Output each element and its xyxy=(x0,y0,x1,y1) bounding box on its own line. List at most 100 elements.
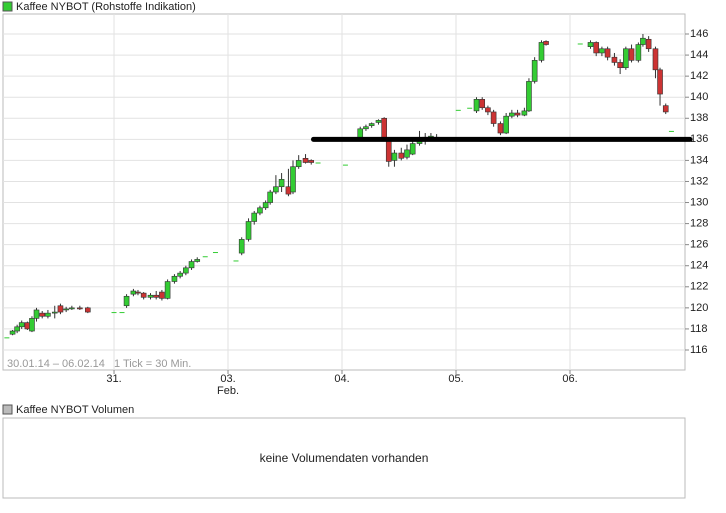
y-tick-label: 134 xyxy=(690,154,708,166)
candle-body xyxy=(285,186,292,195)
candle-body xyxy=(39,312,46,317)
candle-body xyxy=(635,44,642,61)
candle-body xyxy=(628,48,635,61)
legend-swatch xyxy=(2,1,13,12)
candle-body xyxy=(85,307,91,313)
candle-body xyxy=(467,107,473,109)
volume-frame xyxy=(2,417,686,499)
candle-body xyxy=(188,261,195,269)
y-tick-label: 136 xyxy=(690,133,708,145)
legend-label: Kaffee NYBOT Volumen xyxy=(16,404,134,416)
candle-body xyxy=(290,166,296,193)
candle-body xyxy=(368,123,375,126)
y-tick-label: 126 xyxy=(690,239,708,251)
candle-body xyxy=(521,110,528,116)
candle-body xyxy=(342,164,348,166)
candle-body xyxy=(543,41,549,45)
candle-body xyxy=(123,295,130,307)
candle-body xyxy=(604,48,611,58)
y-tick-label: 144 xyxy=(690,49,708,61)
candle-body xyxy=(315,162,321,164)
candle-body xyxy=(24,322,31,330)
y-tick-label: 142 xyxy=(690,70,708,82)
candle-body xyxy=(9,330,16,335)
candle-body xyxy=(183,267,189,274)
y-tick-label: 132 xyxy=(690,175,708,187)
candle-body xyxy=(409,143,416,155)
legend-swatch xyxy=(2,404,13,415)
candle-body xyxy=(171,275,178,282)
candle-body xyxy=(577,43,583,45)
x-tick-label: 31. xyxy=(106,373,121,385)
y-tick-label: 120 xyxy=(690,302,708,314)
candle-body xyxy=(479,99,486,109)
candle-body xyxy=(375,120,382,123)
candle-body xyxy=(657,69,663,95)
candle-body xyxy=(29,318,35,332)
candle-body xyxy=(4,337,10,339)
candle-body xyxy=(668,130,674,132)
y-tick-label: 146 xyxy=(690,28,708,40)
period-note: 30.01.14 – 06.02.14 xyxy=(7,358,105,370)
candle-body xyxy=(202,256,208,258)
candle-body xyxy=(69,307,75,310)
candle-body xyxy=(385,139,392,162)
x-tick-label: 05. xyxy=(448,373,463,385)
candle-body xyxy=(135,291,141,294)
candle-body xyxy=(302,157,309,163)
candle-body xyxy=(63,308,69,311)
month-label: Feb. xyxy=(217,385,239,397)
y-tick-label: 122 xyxy=(690,281,708,293)
candle-body xyxy=(404,149,410,158)
candle-body xyxy=(45,312,51,317)
candle-body xyxy=(662,105,669,113)
candle-body xyxy=(490,111,497,124)
candle-body xyxy=(599,48,605,54)
candle-body xyxy=(159,291,165,299)
candle-body xyxy=(14,326,20,332)
candle-body xyxy=(273,186,279,193)
candle-body xyxy=(617,62,623,69)
candle-body xyxy=(130,290,137,295)
x-tick-label: 03. xyxy=(220,373,235,385)
plot-frame xyxy=(2,13,686,371)
candle-body xyxy=(77,307,83,310)
candle-body xyxy=(398,152,405,159)
candle-body xyxy=(485,107,491,113)
candle-body xyxy=(391,152,398,161)
candle-body xyxy=(497,123,504,134)
candle-body xyxy=(212,252,218,254)
candle-body xyxy=(514,112,521,116)
candle-body xyxy=(257,207,263,214)
candle-body xyxy=(194,259,201,262)
candle-body xyxy=(381,117,387,140)
candle-body xyxy=(245,221,252,240)
candle-body xyxy=(363,126,369,130)
x-tick-label: 06. xyxy=(562,373,577,385)
y-tick-label: 130 xyxy=(690,196,708,208)
y-tick-label: 140 xyxy=(690,91,708,103)
interval-note: 1 Tick = 30 Min. xyxy=(114,358,191,370)
candle-body xyxy=(262,202,269,209)
candle-body xyxy=(645,38,652,50)
candle-body xyxy=(153,294,160,298)
candle-body xyxy=(51,311,58,314)
candle-body xyxy=(455,109,461,111)
candle-body xyxy=(140,292,147,298)
candle-body xyxy=(509,112,515,117)
candle-body xyxy=(267,191,273,203)
legend-label: Kaffee NYBOT (Rohstoffe Indikation) xyxy=(16,1,196,13)
candle-body xyxy=(233,260,239,262)
candle-body xyxy=(611,56,618,63)
candle-body xyxy=(295,160,302,168)
y-tick-label: 138 xyxy=(690,112,708,124)
y-tick-label: 128 xyxy=(690,218,708,230)
candle-body xyxy=(119,312,125,314)
candle-body xyxy=(652,48,659,71)
candle-body xyxy=(503,115,509,134)
candle-body xyxy=(538,42,545,61)
candle-body xyxy=(177,272,183,277)
candle-body xyxy=(308,160,315,163)
candle-body xyxy=(531,60,538,82)
